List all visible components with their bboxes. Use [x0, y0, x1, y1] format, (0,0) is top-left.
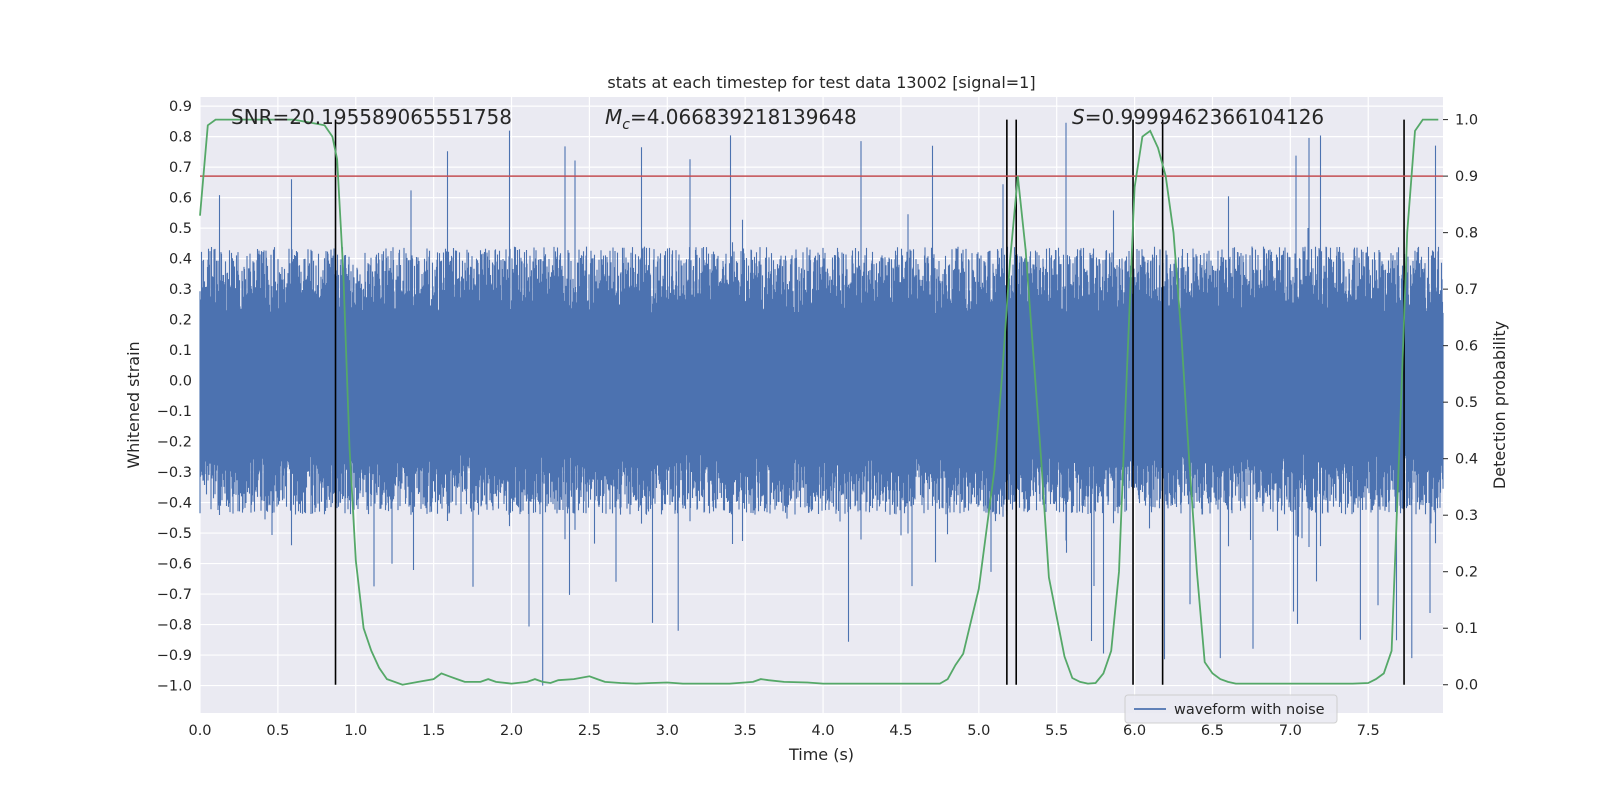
y-axis-label-right: Detection probability — [1490, 321, 1509, 489]
y-left-tick-label: −0.7 — [157, 587, 192, 603]
chart-title: stats at each timestep for test data 130… — [607, 73, 1035, 92]
y-right-tick-label: 0.4 — [1455, 452, 1478, 468]
y-right-tick-label: 0.7 — [1455, 282, 1478, 298]
y-right-tick-label: 0.5 — [1455, 395, 1478, 411]
legend: waveform with noise — [1124, 694, 1338, 724]
y-left-tick-label: 0.2 — [169, 313, 192, 329]
legend-box — [1124, 694, 1338, 724]
x-tick-label: 3.5 — [734, 723, 757, 739]
score-annotation: S=0.9999462366104126 — [1072, 105, 1324, 129]
waveform-with-noise-line — [199, 122, 1444, 686]
x-tick-label: 1.0 — [344, 723, 367, 739]
y-left-tick-label: 0.9 — [169, 99, 192, 115]
y-right-tick-label: 0.2 — [1455, 565, 1478, 581]
probability-layer — [199, 118, 1439, 686]
y-left-tick-label: −0.2 — [157, 435, 192, 451]
x-tick-label: 5.0 — [967, 723, 990, 739]
x-tick-label: 7.0 — [1279, 723, 1302, 739]
y-left-tick-label: 0.5 — [169, 221, 192, 237]
score-symbol: S — [1072, 105, 1085, 129]
y-right-tick-label: 0.8 — [1455, 226, 1478, 242]
x-tick-label: 0.5 — [266, 723, 289, 739]
y-left-tick-label: 0.3 — [169, 282, 192, 298]
y-left-tick-label: 0.4 — [169, 252, 192, 268]
x-tick-label: 2.0 — [500, 723, 523, 739]
chirp-mass-subscript: c — [622, 117, 630, 133]
y-left-tick-label: −0.8 — [157, 618, 192, 634]
chirp-mass-annotation: Mc=4.066839218139648 — [605, 105, 857, 133]
x-tick-label: 5.5 — [1045, 723, 1068, 739]
y-left-tick-label: 0.7 — [169, 160, 192, 176]
y-left-tick-label: 0.0 — [169, 374, 192, 390]
y-left-tick-label: −0.3 — [157, 465, 192, 481]
y-left-tick-label: 0.1 — [169, 343, 192, 359]
x-tick-label: 4.0 — [812, 723, 835, 739]
y-left-tick-label: −0.1 — [157, 404, 192, 420]
x-tick-label: 6.0 — [1123, 723, 1146, 739]
y-right-tick-label: 1.0 — [1455, 113, 1478, 129]
snr-annotation: SNR=20.195589065551758 — [231, 105, 512, 129]
x-axis-label: Time (s) — [788, 745, 854, 764]
y-left-tick-label: 0.8 — [169, 130, 192, 146]
legend-label-waveform: waveform with noise — [1174, 702, 1325, 718]
x-tick-label: 1.5 — [422, 723, 445, 739]
y-left-tick-label: −0.9 — [157, 648, 192, 664]
chirp-mass-value: =4.066839218139648 — [630, 105, 857, 129]
x-tick-label: 7.5 — [1357, 723, 1380, 739]
y-right-tick-label: 0.9 — [1455, 169, 1478, 185]
y-left-tick-label: −0.4 — [157, 496, 192, 512]
y-left-tick-label: −0.5 — [157, 526, 192, 542]
y-right-tick-label: 0.1 — [1455, 621, 1478, 637]
x-tick-label: 2.5 — [578, 723, 601, 739]
y-left-tick-label: 0.6 — [169, 191, 192, 207]
x-tick-label: 6.5 — [1201, 723, 1224, 739]
detection-probability-line — [199, 118, 1439, 686]
y-left-tick-label: −1.0 — [157, 679, 192, 695]
tick-labels: 0.0 0.5 1.0 1.5 2.0 2.5 3.0 3.5 4.0 4.5 5.0 5.5 6.0 6… — [157, 99, 1478, 739]
x-tick-label: 0.0 — [188, 723, 211, 739]
waveform-layer — [199, 122, 1444, 686]
y-right-tick-label: 0.0 — [1455, 678, 1478, 694]
y-left-tick-label: −0.6 — [157, 557, 192, 573]
score-value: =0.9999462366104126 — [1085, 105, 1324, 129]
y-axis-label-left: Whitened strain — [124, 341, 143, 468]
y-right-tick-label: 0.3 — [1455, 508, 1478, 524]
x-tick-label: 4.5 — [889, 723, 912, 739]
chirp-mass-symbol: M — [605, 105, 622, 129]
x-tick-label: 3.0 — [656, 723, 679, 739]
y-right-tick-label: 0.6 — [1455, 339, 1478, 355]
